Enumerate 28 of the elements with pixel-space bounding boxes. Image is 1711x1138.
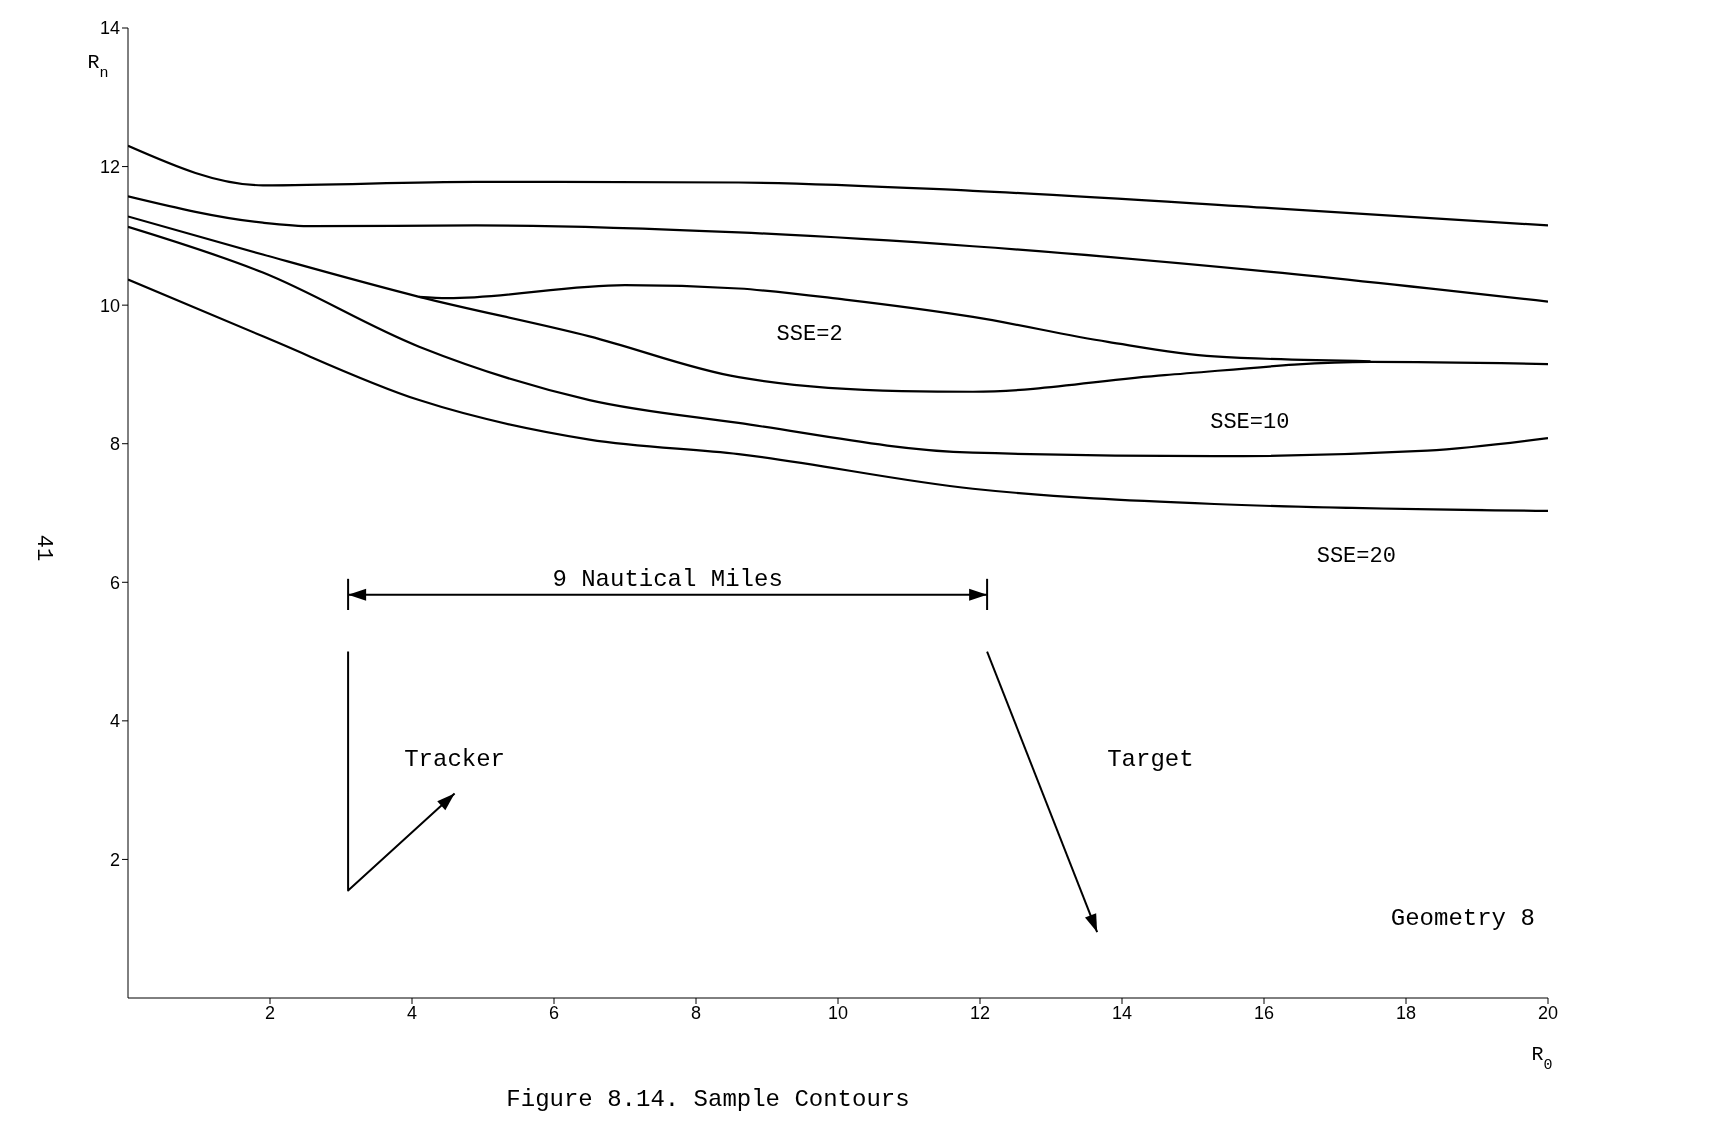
annotation: Geometry 8 xyxy=(1390,905,1535,933)
y-tick-label: 10 xyxy=(99,295,120,316)
annotation: Tracker xyxy=(404,745,506,773)
annotation: Target xyxy=(1107,745,1194,773)
x-tick-label: 12 xyxy=(969,1002,991,1023)
y-tick-label: 4 xyxy=(109,711,120,732)
text: 41 xyxy=(31,534,56,562)
caption: Figure 8.14. Sample Contours xyxy=(506,1086,910,1113)
x-tick-label: 2 xyxy=(264,1002,276,1023)
x-tick-label: 18 xyxy=(1395,1002,1417,1023)
annotation: SSE=2 xyxy=(776,321,843,347)
annotation: 9 Nautical Miles xyxy=(552,565,783,593)
x-tick-label: 6 xyxy=(548,1002,560,1023)
x-tick-label: 10 xyxy=(827,1002,849,1023)
x-tick-label: 14 xyxy=(1111,1002,1133,1023)
y-axis-title: R$_{n}$ xyxy=(87,51,109,82)
x-tick-label: 20 xyxy=(1537,1002,1559,1023)
annotation: SSE=10 xyxy=(1210,410,1290,436)
x-tick-label: 8 xyxy=(690,1002,702,1023)
x-axis-title: R$_{0}$ xyxy=(1531,1043,1553,1074)
y-tick-label: 14 xyxy=(99,18,120,39)
annotation: SSE=20 xyxy=(1316,543,1396,569)
y-tick-label: 2 xyxy=(109,849,120,870)
y-tick-label: 12 xyxy=(99,156,120,177)
y-tick-label: 8 xyxy=(109,434,120,455)
x-tick-label: 16 xyxy=(1253,1002,1275,1023)
x-tick-label: 4 xyxy=(406,1002,418,1023)
y-tick-label: 6 xyxy=(109,572,120,593)
